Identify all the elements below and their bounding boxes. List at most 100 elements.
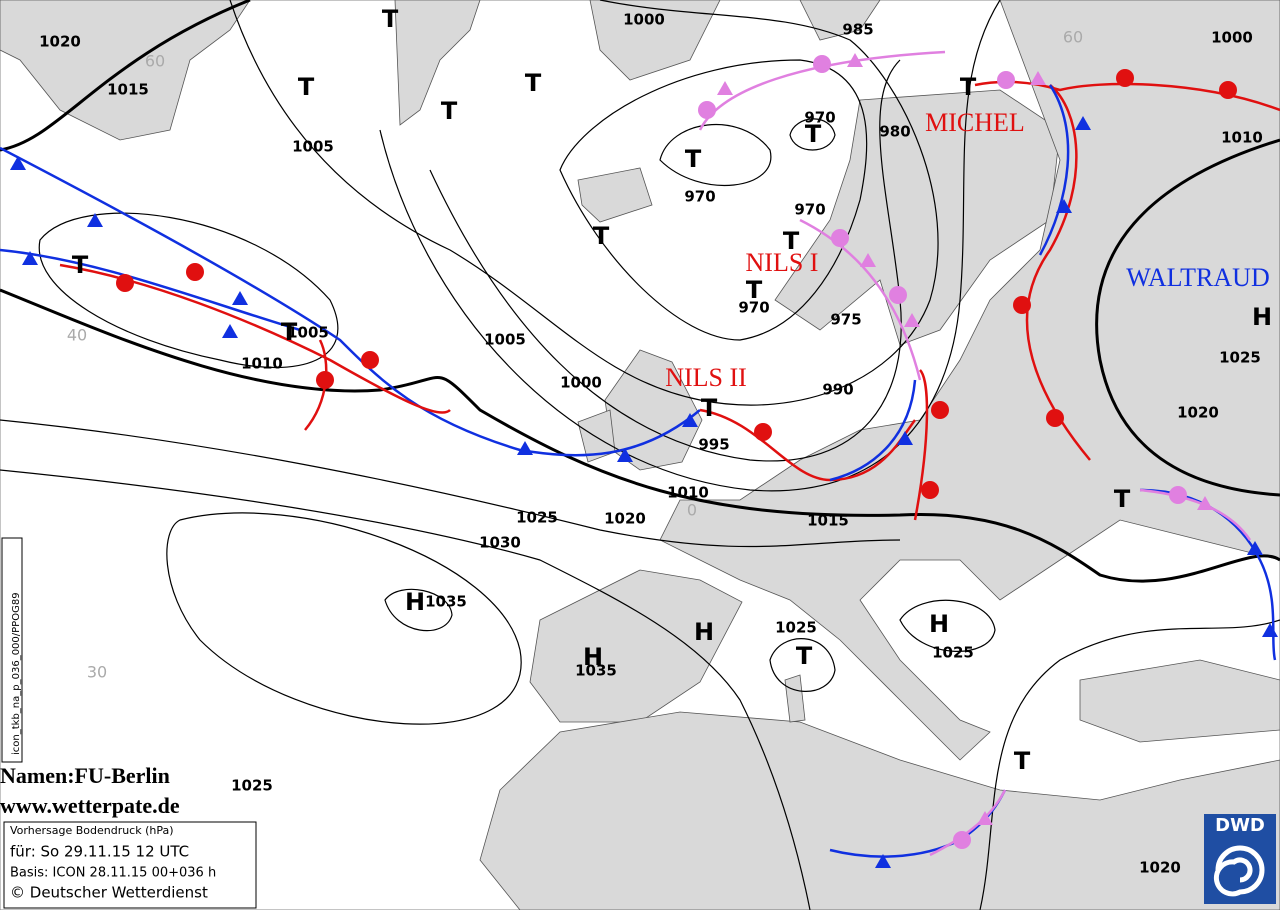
isobar-label: 1015	[807, 512, 849, 530]
info-title: Vorhersage Bodendruck (hPa)	[10, 824, 174, 837]
land-area	[604, 349, 703, 471]
pressure-center: T	[685, 145, 702, 173]
front-symbol	[977, 811, 993, 825]
pressure-center: T	[525, 69, 542, 97]
grid-label: 60	[1063, 28, 1083, 47]
isobar-label: 995	[698, 436, 729, 454]
isobar	[769, 638, 836, 692]
isobar-label: 980	[879, 123, 910, 141]
front-symbol	[953, 831, 971, 849]
isobar-label: 970	[738, 299, 769, 317]
front-line	[1038, 84, 1070, 256]
pressure-center: T	[593, 222, 610, 250]
front-symbol	[1030, 71, 1046, 85]
front-symbol	[1046, 409, 1064, 427]
pressure-center: T	[441, 97, 458, 125]
land-area	[479, 711, 1280, 910]
front-symbol	[717, 81, 733, 95]
front-symbol	[87, 213, 103, 227]
isobar-label: 1025	[775, 619, 817, 637]
front-symbol	[847, 53, 863, 67]
front-symbol	[698, 101, 716, 119]
isobar-label: 1010	[241, 355, 283, 373]
isobar-label: 1025	[231, 777, 273, 795]
isobar-label: 1035	[425, 593, 467, 611]
front-line	[929, 789, 1007, 857]
isobar	[659, 124, 772, 187]
info-copyright: © Deutscher Wetterdienst	[10, 884, 208, 902]
land-area	[577, 167, 653, 223]
isobar-label: 1000	[623, 11, 665, 29]
pressure-center: T	[796, 642, 813, 670]
front-line	[913, 369, 929, 521]
isobar-label: 990	[822, 381, 853, 399]
front-symbol	[813, 55, 831, 73]
isobar	[0, 0, 251, 152]
land-area	[1079, 659, 1280, 743]
isobar-label: 1000	[1211, 29, 1253, 47]
logo-text: DWD	[1215, 815, 1265, 836]
pressure-center: H	[1252, 303, 1272, 331]
isobar	[166, 512, 522, 725]
grid-label: 30	[87, 663, 107, 682]
front-symbol	[875, 854, 891, 868]
pressure-center: T	[1114, 485, 1131, 513]
isobar-label: 1020	[1177, 404, 1219, 422]
isobar	[229, 0, 939, 406]
isobar-label: 1015	[107, 81, 149, 99]
isobar-label: 975	[830, 311, 861, 329]
front-symbol	[1075, 116, 1091, 130]
credit-url: www.wetterpate.de	[0, 793, 180, 818]
isobar	[979, 619, 1280, 910]
front-line	[0, 146, 701, 457]
side-label: icon_tkb_na_p_036_000/PPOG89	[11, 592, 22, 755]
isobar-label: 1030	[479, 534, 521, 552]
pressure-center: T	[72, 251, 89, 279]
front-symbol	[1219, 81, 1237, 99]
front-symbol	[617, 448, 633, 462]
pressure-center: H	[583, 643, 603, 671]
front-symbol	[10, 156, 26, 170]
pressure-center: H	[405, 588, 425, 616]
isobar	[789, 118, 836, 151]
logo-swirl	[1213, 845, 1265, 897]
fronts	[0, 50, 1280, 868]
isobar	[0, 469, 811, 910]
isobar-label: 970	[794, 201, 825, 219]
isobar-label: 985	[842, 21, 873, 39]
front-line	[799, 218, 922, 381]
front-symbol	[22, 251, 38, 265]
isobar	[38, 212, 339, 369]
front-line	[829, 379, 917, 482]
front-symbol	[754, 423, 772, 441]
front-symbol	[904, 313, 920, 327]
storm-name: MICHEL	[925, 108, 1025, 137]
pressure-center: T	[382, 5, 399, 33]
grid-label: 0	[687, 501, 697, 520]
storm-name: NILS II	[665, 363, 747, 392]
front-symbol	[997, 71, 1015, 89]
front-symbol	[517, 441, 533, 455]
front-symbol	[316, 371, 334, 389]
storm-name: WALTRAUD	[1126, 263, 1269, 292]
land-area	[589, 0, 721, 81]
isobar	[0, 419, 901, 548]
front-symbol	[1169, 486, 1187, 504]
isobar-label: 1035	[575, 662, 617, 680]
front-symbol	[889, 286, 907, 304]
isobar	[559, 59, 868, 341]
front-symbol	[831, 229, 849, 247]
pressure-center: T	[746, 276, 763, 304]
info-basis: Basis: ICON 28.11.15 00+036 h	[10, 866, 216, 881]
isobar-label: 970	[684, 188, 715, 206]
labels: 1020 1015 1005 1000 985 1000 970 980 970 970 1010 9…	[39, 5, 1272, 877]
isobar-label: 1020	[604, 510, 646, 528]
front-symbol	[1056, 199, 1072, 213]
isobar-label: 1005	[287, 324, 329, 342]
isobar-label: 1010	[667, 484, 709, 502]
isobar-label: 1025	[1219, 349, 1261, 367]
front-symbol	[116, 274, 134, 292]
